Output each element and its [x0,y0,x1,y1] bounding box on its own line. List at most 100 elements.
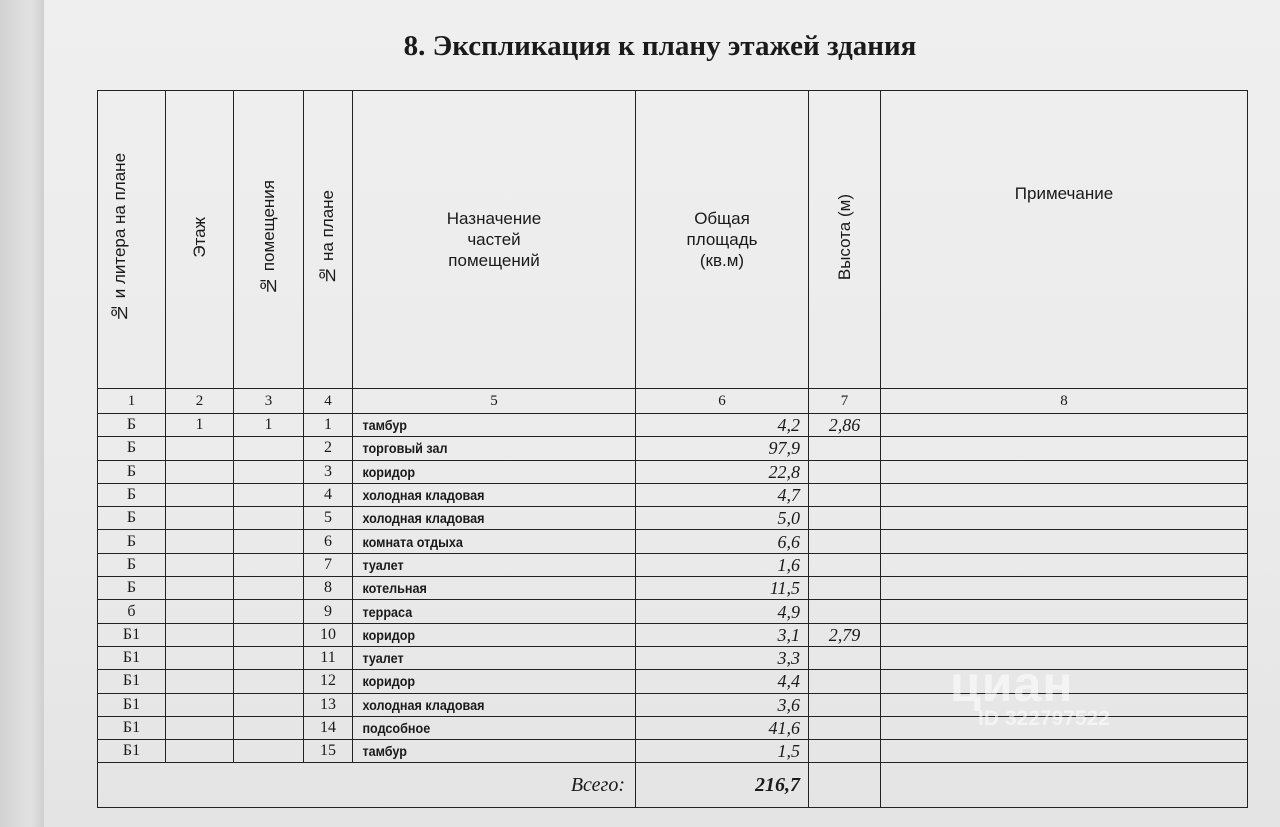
cell-room [233,459,304,484]
cell-litera: Б [97,576,166,601]
cell-litera: Б1 [97,669,166,694]
cell-purpose: туалет [352,645,608,671]
cell-area: 4,9 [635,599,809,624]
cell-litera: Б1 [97,692,166,717]
cell-note [880,436,1248,461]
cell-litera: Б [97,459,166,484]
cell-room [233,739,304,764]
cell-area: 97,9 [635,436,809,461]
cell-note [880,529,1248,554]
table-row: Б 6 комната отдыха 6,6 [97,529,1248,554]
total-note [880,762,1248,809]
cell-purpose: коридор [352,669,608,694]
cell-floor [165,669,234,694]
cell-floor [165,576,234,601]
cell-room [233,669,304,694]
cell-area: 1,6 [635,552,809,578]
table-row: Б 2 торговый зал 97,9 [97,436,1248,461]
cell-floor: 1 [165,412,234,438]
table-row: Б 8 котельная 11,5 [97,576,1248,601]
total-area: 216,7 [635,762,809,809]
cell-note [880,482,1248,508]
cell-area: 41,6 [635,715,809,741]
cell-note [880,739,1248,764]
cell-height [808,436,881,461]
cell-area: 3,1 [635,622,809,647]
table-row: Б 4 холодная кладовая 4,7 [97,482,1248,508]
cell-note [880,506,1248,531]
column-number: 5 [352,388,636,414]
total-height [808,762,881,809]
cell-plan-number: 5 [303,506,353,531]
cell-note [880,412,1248,438]
cell-plan-number: 3 [303,459,353,484]
cell-note [880,622,1248,647]
watermark-logo: циан [950,656,1074,712]
cell-floor [165,436,234,461]
cell-litera: Б [97,412,166,438]
table-row: Б1 15 тамбур 1,5 [97,739,1248,764]
header-note: Примечание [880,90,1248,389]
cell-purpose: туалет [352,552,608,578]
cell-floor [165,506,234,531]
cell-purpose: тамбур [352,739,608,764]
cell-plan-number: 15 [303,739,353,764]
total-label: Всего: [97,762,636,809]
cell-floor [165,739,234,764]
cell-height [808,599,881,624]
cell-area: 4,4 [635,669,809,694]
watermark-id: ID 322797522 [978,707,1110,730]
binder-spine [0,0,44,827]
cell-room [233,645,304,671]
cell-plan-number: 6 [303,529,353,554]
cell-height [808,482,881,508]
cell-purpose: коридор [352,459,608,484]
cell-floor [165,645,234,671]
cell-area: 1,5 [635,739,809,764]
cell-height [808,645,881,671]
header-purpose: Назначение частей помещений [352,90,636,389]
cell-note [880,599,1248,624]
cell-room [233,506,304,531]
column-number: 6 [635,388,809,414]
column-number: 8 [880,388,1248,414]
cell-area: 5,0 [635,506,809,531]
cell-plan-number: 11 [303,645,353,671]
header-room: № помещения [233,90,304,389]
table-row: Б 3 коридор 22,8 [97,459,1248,484]
cell-purpose: тамбур [352,412,608,438]
cell-purpose: холодная кладовая [352,692,608,717]
cell-area: 22,8 [635,459,809,484]
column-number: 4 [303,388,353,414]
cell-note [880,576,1248,601]
cell-room [233,622,304,647]
header-area: Общая площадь (кв.м) [635,90,809,389]
cell-room [233,436,304,461]
cell-floor [165,459,234,484]
cian-watermark: циан ID 322797522 [950,655,1110,731]
table-row: Б 5 холодная кладовая 5,0 [97,506,1248,531]
table-row: Б1 12 коридор 4,4 [97,669,1248,694]
cell-area: 3,6 [635,692,809,717]
cell-room [233,599,304,624]
table-row: Б1 10 коридор 3,1 2,79 [97,622,1248,647]
cell-purpose: торговый зал [352,436,608,461]
cell-purpose: комната отдыха [352,529,608,554]
table-row: Б 7 туалет 1,6 [97,552,1248,578]
header-plan-number: № на плане [303,90,353,389]
cell-room [233,552,304,578]
explication-table: № и литера на плане Этаж № помещения № н… [97,90,1248,809]
cell-note [880,669,1248,694]
cell-plan-number: 8 [303,576,353,601]
cell-litera: Б [97,552,166,578]
cell-area: 4,2 [635,412,809,438]
cell-plan-number: 2 [303,436,353,461]
cell-litera: Б [97,482,166,508]
cell-floor [165,529,234,554]
column-number: 3 [233,388,304,414]
header-floor: Этаж [165,90,234,389]
cell-plan-number: 12 [303,669,353,694]
cell-floor [165,622,234,647]
cell-height [808,552,881,578]
